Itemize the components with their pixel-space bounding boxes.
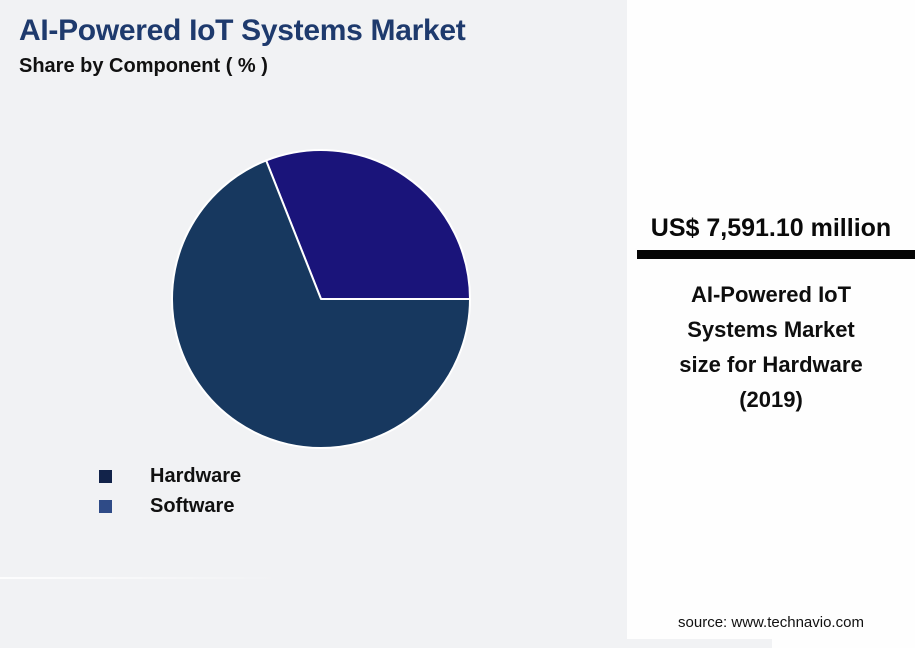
chart-subtitle: Share by Component ( % ) [19, 55, 268, 77]
legend-item-hardware: Hardware [99, 461, 241, 491]
chart-title: AI-Powered IoT Systems Market [19, 14, 466, 47]
highlight-panel: US$ 7,591.10 million AI-Powered IoT Syst… [627, 0, 915, 648]
description-line-2: Systems Market [687, 317, 855, 342]
pie-slice-software [265, 149, 471, 300]
description-line-1: AI-Powered IoT [690, 282, 852, 307]
pie-chart [170, 148, 472, 450]
market-size-value: US$ 7,591.10 million [650, 214, 892, 242]
pie-slice-hardware [171, 159, 471, 449]
source-attribution: source: www.technavio.com [678, 614, 864, 631]
legend-item-software: Software [99, 491, 241, 521]
description-line-4: (2019) [739, 387, 803, 412]
software-swatch-icon [99, 499, 112, 513]
hardware-swatch-icon [99, 469, 112, 483]
legend-label-software: Software [150, 495, 235, 517]
chart-header: AI-Powered IoT Systems Market Share by C… [19, 14, 466, 78]
market-size-description: AI-Powered IoT Systems Market size for H… [627, 277, 915, 417]
legend-label-hardware: Hardware [150, 465, 242, 487]
pie-legend: Hardware Software [99, 461, 241, 521]
description-line-3: size for Hardware [679, 352, 863, 377]
faint-divider-line [0, 577, 283, 579]
divider-bar [637, 250, 915, 259]
pie-chart-svg [171, 149, 471, 449]
panel-bottom-notch [627, 639, 772, 648]
